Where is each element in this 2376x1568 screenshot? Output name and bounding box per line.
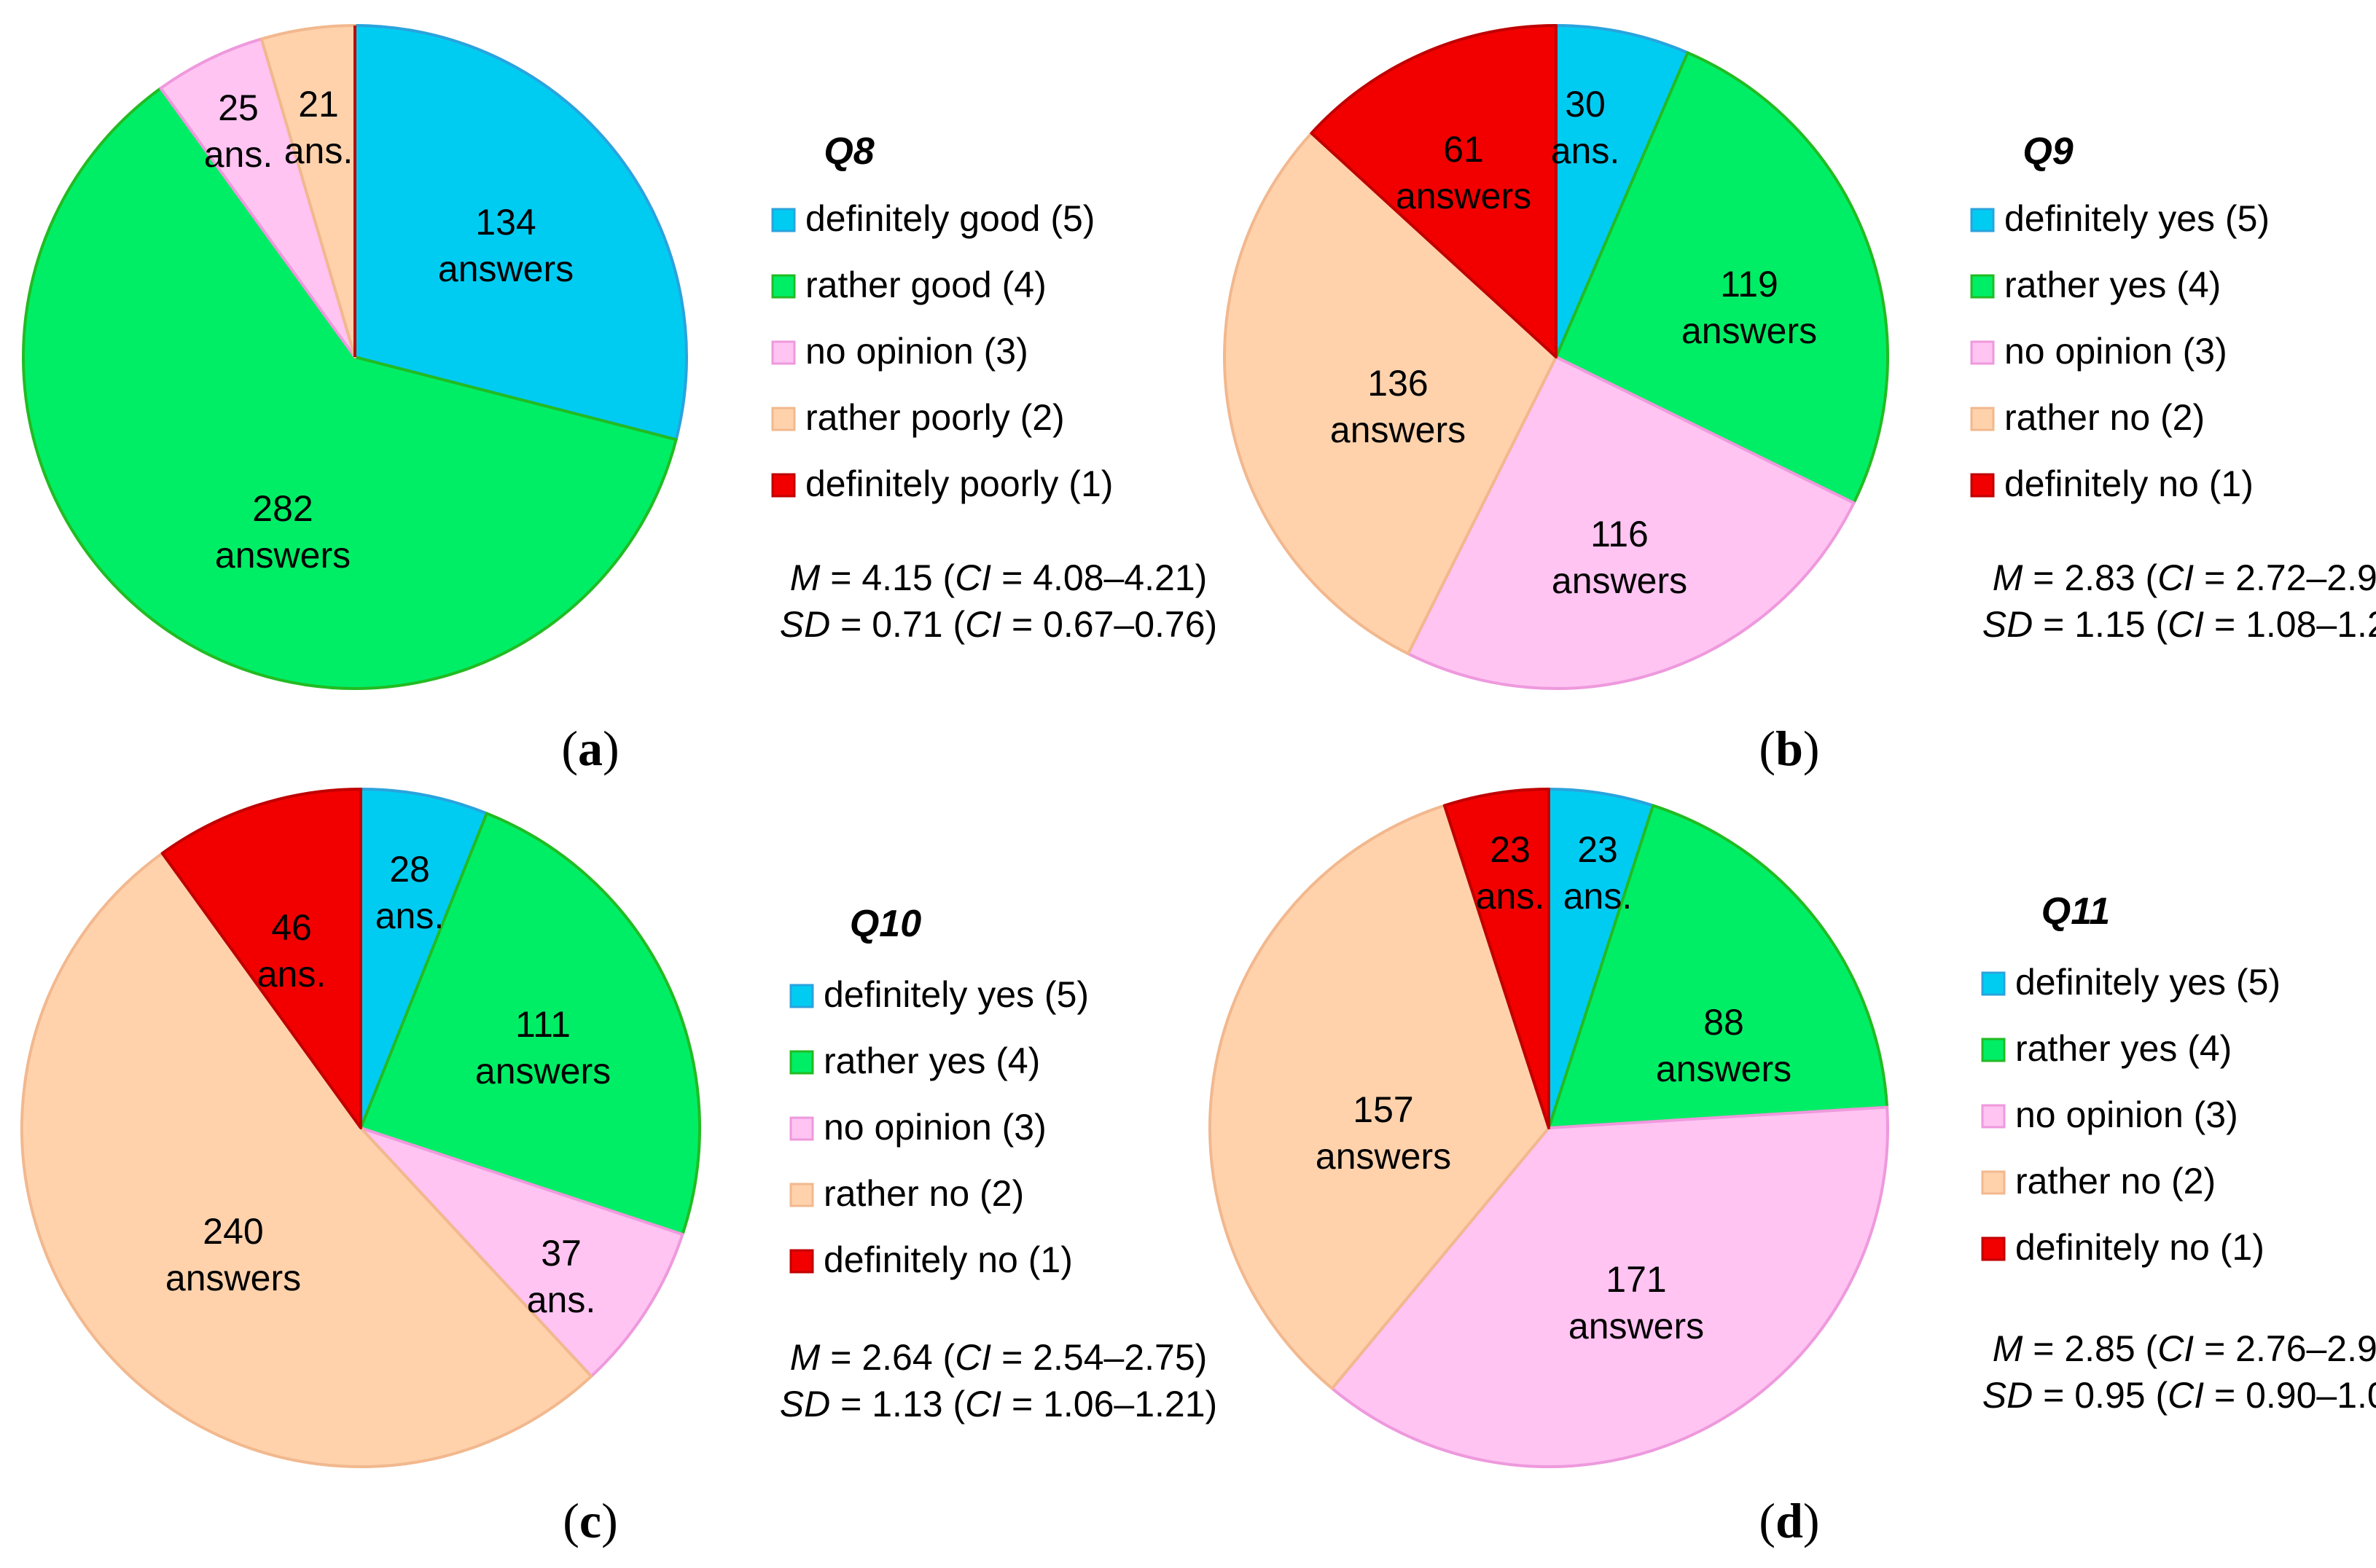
- legend-label-definitely-top: definitely yes (5): [2015, 962, 2281, 1003]
- legend-swatch-rather-top: [1970, 274, 1995, 299]
- legend-swatch-rather-bottom: [771, 407, 796, 431]
- legend-swatch-rather-bottom: [789, 1183, 814, 1207]
- stats-sd: SD = 0.95 (CI = 0.90–1.02): [1982, 1375, 2376, 1416]
- chart-b: 30 ans. 119 answers 116 answers 136 answers 61 an…: [1223, 24, 2376, 776]
- slice-label-rather-bottom: 136 answers: [1330, 363, 1466, 450]
- stats-mean: M = 2.85 (CI = 2.76–2.94): [1993, 1328, 2376, 1369]
- pie-slice-no-opinion: [159, 37, 356, 358]
- pie-slice-definitely-bottom: [1310, 24, 1558, 358]
- pie-slice-definitely-top: [1555, 24, 1689, 358]
- legend-label-rather-top: rather yes (4): [2015, 1028, 2232, 1069]
- legend-label-no-opinion: no opinion (3): [2015, 1094, 2238, 1135]
- slice-label-rather-bottom: 240 answers: [165, 1211, 301, 1298]
- slice-label-no-opinion: 37 ans.: [527, 1233, 596, 1320]
- chart-title: Q11: [2041, 890, 2110, 933]
- legend-swatch-definitely-bottom: [1981, 1236, 2006, 1261]
- legend-label-rather-top: rather good (4): [805, 264, 1047, 305]
- legend-swatch-no-opinion: [771, 340, 796, 365]
- pie-slice-rather-top: [359, 812, 701, 1236]
- slice-label-no-opinion: 171 answers: [1568, 1259, 1704, 1346]
- slice-label-rather-bottom: 157 answers: [1316, 1089, 1451, 1177]
- legend-label-rather-top: rather yes (4): [2004, 264, 2221, 305]
- pie-slice-rather-bottom: [20, 852, 593, 1468]
- panel-caption: (d): [1759, 1493, 1819, 1548]
- pie-slice-no-opinion: [359, 1126, 684, 1378]
- slice-label-definitely-top: 134 answers: [438, 202, 574, 289]
- pie-slice-definitely-top: [359, 788, 488, 1129]
- legend-label-definitely-bottom: definitely no (1): [2004, 463, 2254, 504]
- legend-swatch-rather-top: [771, 274, 796, 299]
- chart-title: Q9: [2023, 130, 2073, 173]
- legend-swatch-definitely-top: [1981, 971, 2006, 996]
- slice-label-rather-top: 111 answers: [475, 1004, 611, 1091]
- legend-swatch-rather-top: [1981, 1038, 2006, 1062]
- legend-label-definitely-bottom: definitely poorly (1): [805, 463, 1113, 504]
- legend-label-definitely-top: definitely yes (5): [824, 974, 1089, 1015]
- legend-swatch-definitely-top: [1970, 208, 1995, 232]
- slice-label-definitely-bottom: 23 ans.: [1476, 829, 1545, 917]
- legend-label-rather-bottom: rather poorly (2): [805, 397, 1065, 438]
- legend-label-rather-top: rather yes (4): [824, 1040, 1040, 1081]
- chart-a: 134 answers 282 answers 25 ans.21 ans. Q8 defini…: [22, 24, 1217, 776]
- slice-label-no-opinion: 116 answers: [1552, 514, 1687, 601]
- legend-label-definitely-top: definitely good (5): [805, 198, 1095, 239]
- pie-slice-rather-top: [1555, 51, 1889, 505]
- pie-slice-no-opinion: [1330, 1105, 1889, 1468]
- slice-label-rather-bottom: 21 ans.: [284, 84, 353, 171]
- legend-swatch-rather-top: [789, 1050, 814, 1075]
- legend-swatch-no-opinion: [789, 1116, 814, 1141]
- panel-caption: (b): [1759, 721, 1819, 776]
- pie-slice-rather-top: [1547, 804, 1889, 1129]
- slice-label-rather-top: 119 answers: [1681, 264, 1817, 351]
- legend-label-no-opinion: no opinion (3): [2004, 331, 2227, 372]
- pie-slice-rather-top: [22, 87, 678, 690]
- legend-label-rather-bottom: rather no (2): [824, 1173, 1024, 1214]
- pie-slice-definitely-top: [353, 24, 688, 442]
- legend-label-definitely-top: definitely yes (5): [2004, 198, 2270, 239]
- slice-label-definitely-top: 23 ans.: [1563, 829, 1633, 917]
- legend-swatch-definitely-bottom: [789, 1249, 814, 1274]
- stats-sd: SD = 1.15 (CI = 1.08–1.23): [1982, 604, 2376, 645]
- legend-label-definitely-bottom: definitely no (1): [2015, 1227, 2264, 1268]
- stats-sd: SD = 0.71 (CI = 0.67–0.76): [780, 604, 1217, 645]
- slice-label-rather-top: 282 answers: [215, 488, 351, 576]
- panel-caption: (a): [561, 721, 619, 776]
- stats-mean: M = 2.64 (CI = 2.54–2.75): [790, 1337, 1208, 1378]
- legend-swatch-definitely-bottom: [1970, 473, 1995, 498]
- pie-slice-rather-bottom: [1223, 131, 1558, 656]
- legend-swatch-definitely-top: [789, 984, 814, 1008]
- legend-label-rather-bottom: rather no (2): [2004, 397, 2205, 438]
- pie-slice-definitely-bottom: [160, 788, 362, 1129]
- slice-label-definitely-top: 28 ans.: [375, 849, 445, 936]
- chart-d: 23 ans. 88 answers 171 answers 157 answers 23 ans…: [1208, 788, 2376, 1548]
- legend-swatch-definitely-top: [771, 208, 796, 232]
- stats-sd: SD = 1.13 (CI = 1.06–1.21): [780, 1384, 1217, 1424]
- chart-title: Q10: [850, 903, 921, 945]
- pie-slice-definitely-bottom: [1442, 788, 1550, 1129]
- pie-slice-no-opinion: [1407, 356, 1856, 690]
- stats-mean: M = 2.83 (CI = 2.72–2.93): [1993, 557, 2376, 598]
- slice-label-definitely-bottom: 61 answers: [1396, 129, 1531, 216]
- legend-swatch-definitely-bottom: [771, 473, 796, 498]
- legend-label-no-opinion: no opinion (3): [805, 331, 1028, 372]
- legend-swatch-no-opinion: [1981, 1104, 2006, 1129]
- legend-swatch-rather-bottom: [1981, 1170, 2006, 1195]
- legend-label-rather-bottom: rather no (2): [2015, 1161, 2216, 1202]
- legend-swatch-no-opinion: [1970, 340, 1995, 365]
- pie-slice-rather-bottom: [1208, 804, 1550, 1390]
- slice-label-definitely-bottom: 46 ans.: [257, 907, 327, 995]
- legend-swatch-rather-bottom: [1970, 407, 1995, 431]
- chart-title: Q8: [824, 130, 874, 173]
- slice-label-rather-top: 88 answers: [1656, 1002, 1791, 1089]
- stats-mean: M = 4.15 (CI = 4.08–4.21): [790, 557, 1208, 598]
- panel-caption: (c): [563, 1493, 618, 1548]
- legend-label-no-opinion: no opinion (3): [824, 1107, 1047, 1148]
- legend-label-definitely-bottom: definitely no (1): [824, 1239, 1073, 1280]
- chart-c: 28 ans. 111 answers 37 ans. 240 answers 46 ans. Q1…: [20, 788, 1217, 1548]
- slice-label-no-opinion: 25 ans.: [204, 87, 273, 175]
- slice-label-definitely-top: 30 ans.: [1551, 84, 1620, 171]
